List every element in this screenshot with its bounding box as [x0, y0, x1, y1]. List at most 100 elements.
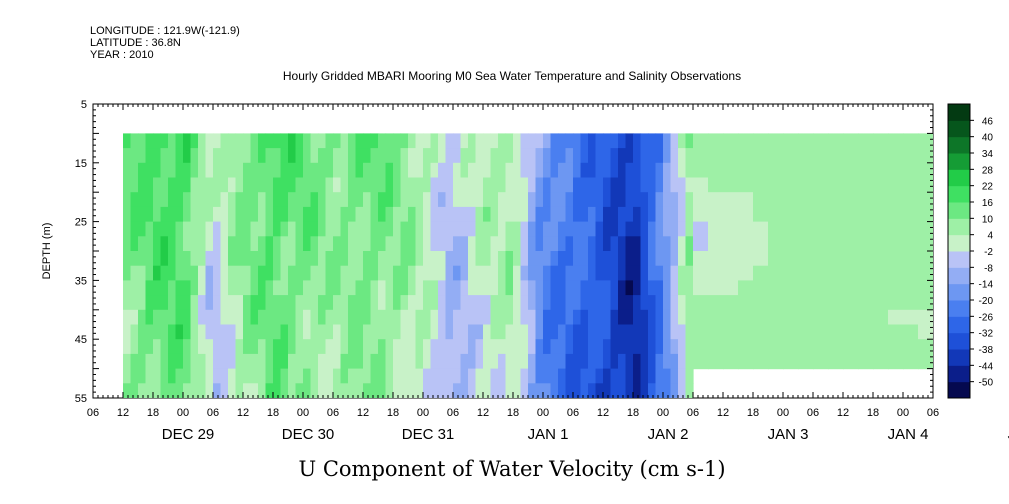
heatmap-cell [153, 148, 162, 164]
heatmap-cell [843, 133, 859, 149]
colorbar-label: -20 [979, 296, 994, 307]
heatmap-cell [535, 133, 544, 149]
heatmap-cell [678, 295, 687, 311]
heatmap-cell [340, 353, 349, 370]
x-date-label: DEC 31 [402, 426, 455, 443]
heatmap-cell [678, 236, 687, 252]
heatmap-cell [768, 148, 784, 164]
heatmap-cell [460, 192, 469, 208]
x-tick-label: 00 [537, 407, 549, 419]
heatmap-cell [633, 368, 642, 384]
heatmap-cell [505, 339, 514, 355]
heatmap-cell [430, 206, 439, 223]
heatmap-cell [633, 280, 642, 296]
heatmap-cell [573, 324, 582, 340]
heatmap-cell [513, 353, 522, 370]
heatmap-cell [708, 192, 724, 208]
heatmap-cell [798, 192, 814, 208]
heatmap-cell [288, 221, 297, 237]
heatmap-cell [513, 133, 522, 149]
colorbar-swatch [948, 267, 970, 285]
heatmap-cell [423, 133, 432, 149]
heatmap-cell [550, 177, 559, 193]
heatmap-cell [153, 206, 162, 223]
heatmap-cell [408, 177, 417, 193]
heatmap-cell [303, 339, 312, 355]
heatmap-cell [693, 192, 709, 208]
heatmap-cell [468, 251, 477, 267]
heatmap-cell [288, 133, 297, 149]
heatmap-cell [685, 133, 694, 149]
heatmap-cell [843, 177, 859, 193]
heatmap-cell [220, 221, 229, 237]
heatmap-cell [123, 265, 132, 281]
heatmap-cell [153, 295, 162, 311]
heatmap-cell [903, 251, 919, 267]
heatmap-cell [685, 324, 694, 340]
heatmap-cell [565, 251, 574, 267]
x-date-label: JAN 5 [1008, 426, 1009, 443]
heatmap-cell [490, 221, 499, 237]
heatmap-cell [303, 280, 312, 296]
heatmap-cell [573, 251, 582, 267]
heatmap-cell [325, 148, 334, 164]
heatmap-cell [333, 368, 342, 384]
heatmap-cell [273, 324, 282, 340]
heatmap-cell [228, 280, 237, 296]
heatmap-cell [333, 383, 342, 398]
heatmap-cell [325, 192, 334, 208]
heatmap-cell [288, 162, 297, 179]
heatmap-cell [280, 280, 289, 296]
heatmap-cell [423, 324, 432, 340]
heatmap-cell [130, 221, 139, 237]
heatmap-cell [205, 133, 214, 149]
heatmap-cell [798, 309, 814, 326]
heatmap-cell [318, 353, 327, 370]
heatmap-cell [258, 295, 267, 311]
heatmap-cell [543, 148, 552, 164]
heatmap-cell [783, 206, 799, 223]
heatmap-cell [175, 148, 184, 164]
heatmap-cell [498, 383, 507, 398]
heatmap-cell [550, 324, 559, 340]
heatmap-cell [130, 133, 139, 149]
heatmap-cell [408, 295, 417, 311]
heatmap-cell [415, 133, 424, 149]
heatmap-cell [363, 206, 372, 223]
heatmap-cell [618, 280, 627, 296]
heatmap-cell [693, 148, 709, 164]
heatmap-cell [573, 383, 582, 398]
heatmap-cell [633, 206, 642, 223]
heatmap-cell [640, 251, 649, 267]
heatmap-cell [250, 148, 259, 164]
heatmap-cell [445, 192, 454, 208]
heatmap-cell [670, 383, 679, 398]
heatmap-cell [693, 177, 709, 193]
heatmap-cell [453, 339, 462, 355]
heatmap-cell [753, 309, 769, 326]
heatmap-cell [708, 309, 724, 326]
heatmap-cell [348, 133, 357, 149]
heatmap-cell [633, 162, 642, 179]
heatmap-cell [273, 339, 282, 355]
heatmap-cell [663, 236, 672, 252]
heatmap-cell [520, 236, 529, 252]
heatmap-cell [400, 383, 409, 398]
heatmap-cell [505, 265, 514, 281]
heatmap-cell [783, 353, 799, 370]
heatmap-cell [513, 251, 522, 267]
heatmap-cell [828, 280, 844, 296]
heatmap-cell [520, 133, 529, 149]
heatmap-cell [655, 280, 664, 296]
heatmap-cell [363, 133, 372, 149]
heatmap-cell [438, 192, 447, 208]
heatmap-cell [708, 162, 724, 179]
heatmap-cell [168, 265, 177, 281]
heatmap-cell [648, 206, 657, 223]
heatmap-cell [310, 324, 319, 340]
heatmap-cell [303, 265, 312, 281]
heatmap-cell [595, 265, 604, 281]
colorbar-label: 16 [982, 198, 994, 209]
heatmap-cell [363, 265, 372, 281]
heatmap-cell [438, 339, 447, 355]
